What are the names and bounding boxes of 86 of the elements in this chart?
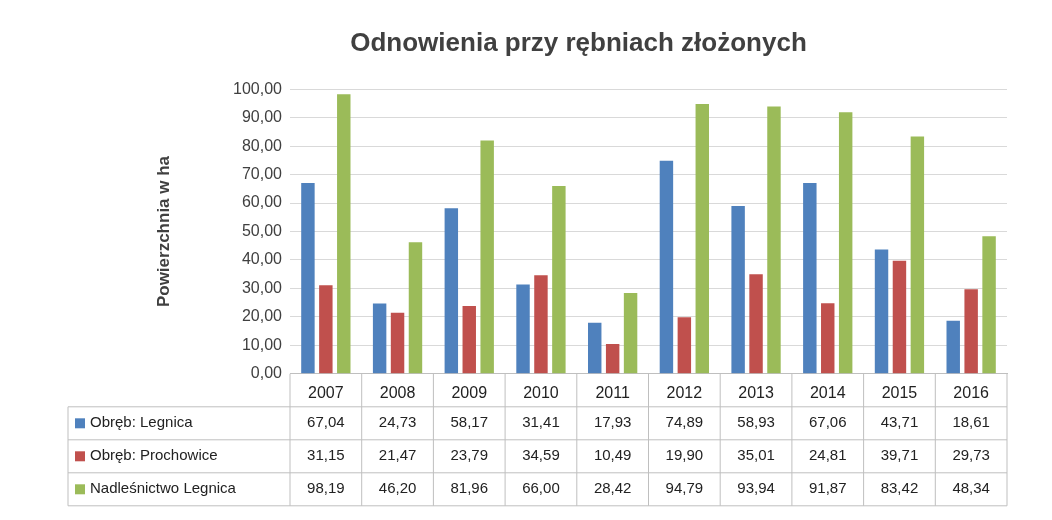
legend-label: Nadleśnictwo Legnica	[90, 479, 237, 497]
data-label: 66,00	[522, 479, 560, 497]
data-label: 21,47	[378, 446, 417, 464]
bar	[337, 94, 351, 374]
y-tick-label: 60,00	[241, 193, 283, 211]
bar	[301, 183, 315, 374]
bar	[821, 303, 835, 374]
bar	[803, 182, 817, 374]
y-tick-label: 10,00	[241, 335, 283, 353]
bar	[408, 242, 423, 374]
data-label: 58,17	[450, 413, 489, 431]
bar	[480, 140, 494, 374]
bar	[946, 320, 960, 374]
y-tick-label: 90,00	[241, 108, 283, 126]
x-tick-label: 2008	[379, 383, 416, 401]
data-label: 29,73	[952, 446, 990, 464]
bar	[695, 104, 709, 374]
bar	[534, 275, 548, 374]
data-label: 98,19	[307, 479, 345, 497]
data-label: 23,79	[450, 446, 489, 464]
x-tick-label: 2009	[451, 383, 488, 401]
data-label: 83,42	[880, 479, 919, 497]
x-tick-label: 2013	[738, 383, 774, 401]
legend-label: Obręb: Legnica	[90, 413, 194, 431]
data-label: 46,20	[378, 479, 417, 497]
data-label: 81,96	[450, 479, 489, 497]
bar	[767, 106, 781, 374]
x-tick-label: 2016	[953, 383, 990, 401]
data-label: 35,01	[737, 446, 775, 464]
bar	[731, 206, 745, 374]
y-tick-label: 40,00	[241, 250, 283, 268]
x-tick-label: 2014	[809, 383, 846, 401]
y-tick-label: 0,00	[250, 364, 283, 382]
data-label: 94,79	[665, 479, 704, 497]
bar	[749, 274, 763, 374]
x-tick-label: 2011	[595, 383, 630, 401]
data-label: 28,42	[593, 479, 632, 497]
x-tick-label: 2010	[523, 383, 559, 401]
bar	[319, 285, 333, 374]
data-label: 93,94	[737, 479, 775, 497]
data-label: 74,89	[665, 413, 704, 431]
y-tick-label: 30,00	[241, 278, 283, 296]
y-tick-label: 50,00	[241, 221, 283, 239]
y-tick-label: 70,00	[241, 164, 283, 182]
bar	[874, 249, 889, 374]
data-label: 31,15	[307, 446, 345, 464]
bar	[462, 306, 476, 374]
data-label: 67,04	[307, 413, 345, 431]
data-label: 58,93	[737, 413, 775, 431]
data-label: 67,06	[808, 413, 847, 431]
bar	[390, 312, 405, 374]
bar	[516, 284, 530, 374]
data-label: 91,87	[808, 479, 847, 497]
y-tick-label: 100,00	[233, 79, 283, 97]
x-tick-label: 2012	[666, 383, 703, 401]
x-tick-label: 2015	[881, 383, 918, 401]
bar	[677, 317, 692, 374]
data-label: 18,61	[952, 413, 990, 431]
bar	[623, 292, 638, 374]
x-tick-label: 2007	[308, 383, 344, 401]
data-label: 24,73	[378, 413, 417, 431]
data-label: 48,34	[952, 479, 990, 497]
bar	[982, 236, 996, 374]
data-label: 24,81	[808, 446, 847, 464]
bar	[964, 289, 978, 374]
bar	[444, 208, 459, 374]
data-label: 10,49	[593, 446, 632, 464]
data-label: 31,41	[522, 413, 560, 431]
bar	[552, 185, 566, 374]
chart-title: Odnowienia przy rębniach złożonych	[350, 26, 807, 57]
bar	[838, 112, 853, 374]
data-label: 39,71	[880, 446, 919, 464]
legend-label: Obręb: Prochowice	[90, 446, 218, 464]
y-axis-title: Powierzchnia w ha	[153, 155, 173, 308]
data-label: 43,71	[880, 413, 919, 431]
data-label: 19,90	[665, 446, 704, 464]
bar	[372, 303, 387, 374]
bar	[588, 322, 602, 374]
y-tick-label: 20,00	[241, 307, 283, 325]
bar	[910, 136, 925, 374]
y-tick-label: 80,00	[241, 136, 283, 154]
data-label: 17,93	[593, 413, 632, 431]
bar	[605, 343, 620, 374]
bar	[892, 260, 907, 374]
data-label: 34,59	[522, 446, 560, 464]
bar	[659, 160, 674, 374]
